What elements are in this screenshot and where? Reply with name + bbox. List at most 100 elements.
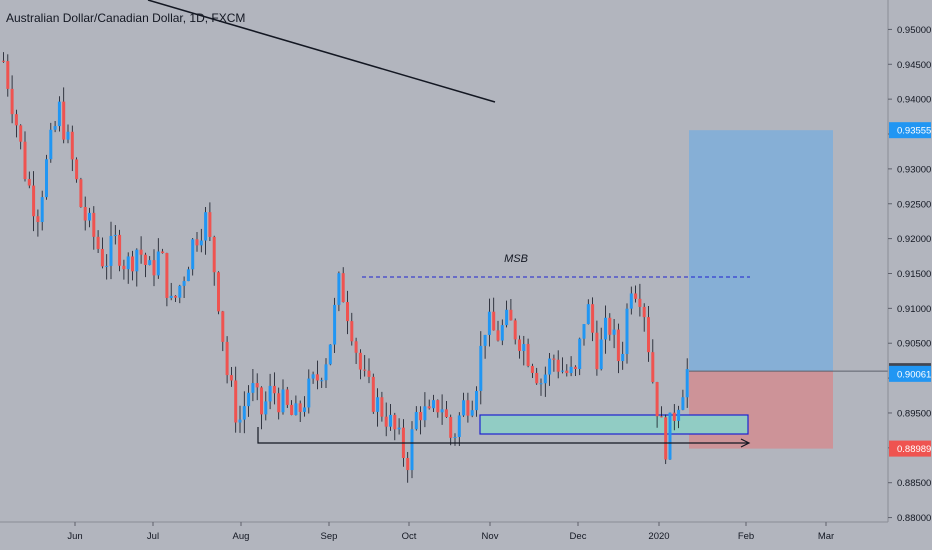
candle-body [143,254,147,265]
candle-body [242,406,246,420]
price-badge [889,440,931,457]
candle-body [221,311,225,342]
candle-body [156,251,160,276]
candle-body [307,378,311,408]
candle-body [419,412,423,421]
candle-body [651,352,655,383]
candle-body [573,366,577,370]
candle-body [40,197,44,223]
price-tick-label: 0.94000 [897,95,931,106]
candle-body [66,131,70,140]
candle-body [45,159,48,198]
candle-body [625,308,629,354]
candle-body [479,345,483,391]
time-tick-label: 2020 [648,531,669,542]
price-badge [889,365,931,382]
trend-line [147,0,496,103]
candle-body [195,239,199,246]
candle-body [681,397,685,410]
candle-body [268,385,272,402]
candle-body [118,234,122,266]
candle-body [234,380,238,423]
price-badge [889,122,931,139]
candle-body [32,185,36,217]
price-tick-label: 0.88500 [897,478,931,489]
candle-body [238,419,242,423]
candle-body [586,304,590,325]
candle-body [122,265,126,270]
price-tick-label: 0.94500 [897,60,931,71]
candle-body [569,366,573,374]
candle-body [324,364,328,381]
msb-label: MSB [504,253,528,265]
candle-body [337,273,341,305]
candle-body [436,400,440,413]
candle-body [255,383,259,388]
candle-body [616,329,620,362]
time-tick-label: Sep [321,531,338,542]
candle-body [49,129,53,160]
candle-body [647,317,650,353]
candle-body [513,320,517,340]
candle-body [470,410,474,416]
candle-body [591,304,595,333]
candle-body [659,416,663,418]
candle-body [389,414,392,427]
candle-body [75,159,79,180]
candle-body [462,400,466,416]
candle-body [341,273,345,303]
candle-body [191,239,195,270]
candle-body [109,235,113,266]
price-tick-label: 0.95000 [897,25,931,36]
candle-body [199,240,203,246]
candle-body [526,344,530,366]
candle-body [2,60,5,62]
candle-body [320,380,324,382]
candle-body [522,344,526,351]
candle-body [599,339,603,370]
candle-body [457,415,461,437]
candle-body [298,403,302,412]
candle-body [397,427,401,430]
price-tick-label: 0.93000 [897,164,931,175]
candle-body [406,457,410,471]
candle-body [169,295,173,298]
candle-body [113,234,117,236]
candle-body [672,412,676,421]
candle-body [376,397,380,412]
candle-body [582,324,586,339]
candle-body [440,409,444,413]
candle-body [561,370,564,372]
candle-body [556,359,560,372]
candle-body [380,397,384,417]
candle-body [290,404,294,415]
candle-body [174,295,177,298]
price-badge-label: 0.88989 [897,444,931,455]
candle-body [328,344,332,365]
candle-body [655,382,659,417]
price-tick-label: 0.92000 [897,234,931,245]
candle-body [371,376,375,412]
candle-body [105,265,109,267]
candle-body [466,400,470,416]
candle-body [634,293,638,299]
candle-body [367,370,371,377]
candle-body [427,406,431,409]
candle-body [677,409,681,421]
candle-body [294,403,298,415]
time-tick-label: Dec [570,531,587,542]
price-badge-label: 0.90061 [897,369,931,380]
demand-zone [479,414,749,435]
candle-body [350,321,354,342]
candle-body [664,417,668,460]
time-tick-label: Feb [738,531,754,542]
candle-body [638,298,642,307]
candle-body [629,293,633,309]
price-badge-label: 0.93555 [897,126,931,137]
candle-body [509,309,513,321]
candle-body [444,409,448,418]
candle-body [414,412,418,430]
candle-body [14,114,18,126]
